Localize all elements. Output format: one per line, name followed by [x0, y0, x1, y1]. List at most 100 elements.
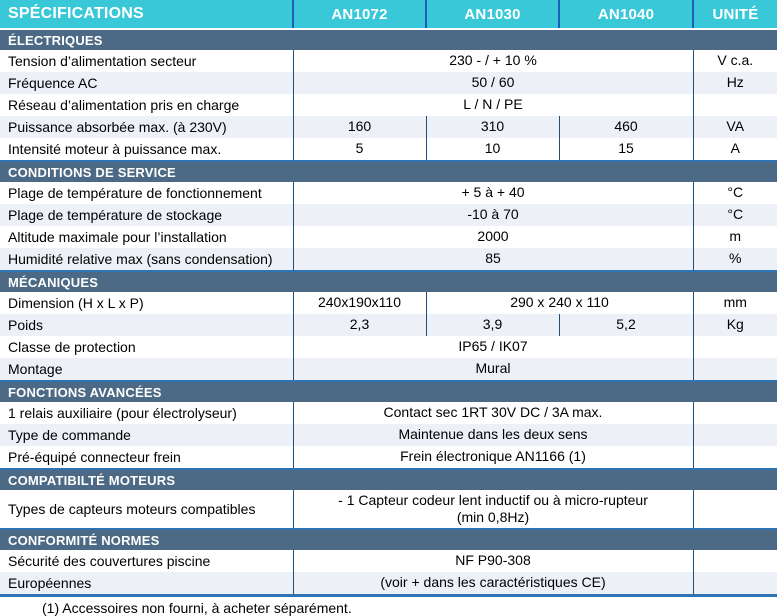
- spec-label: Plage de température de stockage: [0, 204, 293, 226]
- table-row: Pré-équipé connecteur frein Frein électro…: [0, 446, 777, 469]
- value-cell: Contact sec 1RT 30V DC / 3A max.: [292, 402, 693, 424]
- spec-label: Intensité moteur à puissance max.: [0, 138, 293, 161]
- unit-cell: [692, 446, 777, 469]
- value-cell: (voir + dans les caractéristiques CE): [292, 572, 693, 596]
- footnote: (1) Accessoires non fourni, à acheter sé…: [0, 597, 777, 616]
- value-cell: L / N / PE: [292, 94, 693, 116]
- table-row: Européennes (voir + dans les caractéristi…: [0, 572, 777, 596]
- spec-label: Poids: [0, 314, 293, 336]
- value-cell: 5: [292, 138, 426, 161]
- spec-label: Plage de température de fonctionnement: [0, 182, 293, 204]
- value-cell: - 1 Capteur codeur lent inductif ou à mi…: [292, 490, 693, 529]
- value-cell: 160: [292, 116, 426, 138]
- unit-cell: [692, 358, 777, 381]
- spec-label: Tension d’alimentation secteur: [0, 50, 293, 72]
- value-cell: IP65 / IK07: [292, 336, 693, 358]
- unit-cell: VA: [692, 116, 777, 138]
- value-cell: 290 x 240 x 110: [425, 292, 693, 314]
- value-cell: 230 - / + 10 %: [292, 50, 693, 72]
- unit-cell: [692, 336, 777, 358]
- column-header: AN1072: [292, 0, 426, 30]
- table-row: Réseau d’alimentation pris en charge L / …: [0, 94, 777, 116]
- table-row: Humidité relative max (sans condensation…: [0, 248, 777, 271]
- value-cell: -10 à 70: [292, 204, 693, 226]
- table-row: 1 relais auxiliaire (pour électrolyseur)…: [0, 402, 777, 424]
- section-header-row: MÉCANIQUES: [0, 270, 777, 292]
- unit-cell: °C: [692, 182, 777, 204]
- value-cell: 240x190x110: [292, 292, 426, 314]
- unit-cell: V c.a.: [692, 50, 777, 72]
- value-cell: 2000: [292, 226, 693, 248]
- table-row: Altitude maximale pour l’installation 200…: [0, 226, 777, 248]
- section-header-row: CONFORMITÉ NORMES: [0, 528, 777, 550]
- unit-cell: [692, 402, 777, 424]
- table-row: Sécurité des couvertures piscine NF P90-3…: [0, 550, 777, 572]
- spec-label: Dimension (H x L x P): [0, 292, 293, 314]
- unit-cell: Hz: [692, 72, 777, 94]
- table-row: Type de commande Maintenue dans les deux …: [0, 424, 777, 446]
- spec-label: Types de capteurs moteurs compatibles: [0, 490, 293, 529]
- value-cell: 5,2: [558, 314, 693, 336]
- value-cell: Frein électronique AN1166 (1): [292, 446, 693, 469]
- spec-label: Montage: [0, 358, 293, 381]
- spec-label: 1 relais auxiliaire (pour électrolyseur): [0, 402, 293, 424]
- column-header: UNITÉ: [692, 0, 777, 30]
- table-row: Plage de température de stockage -10 à 70…: [0, 204, 777, 226]
- column-header: SPÉCIFICATIONS: [0, 0, 293, 30]
- section-title: CONDITIONS DE SERVICE: [0, 160, 777, 182]
- value-cell: 10: [425, 138, 559, 161]
- section-title: ÉLECTRIQUES: [0, 29, 777, 50]
- unit-cell: A: [692, 138, 777, 161]
- spec-label: Humidité relative max (sans condensation…: [0, 248, 293, 271]
- table-row: Fréquence AC 50 / 60 Hz: [0, 72, 777, 94]
- spec-label: Altitude maximale pour l’installation: [0, 226, 293, 248]
- spec-label: Puissance absorbée max. (à 230V): [0, 116, 293, 138]
- unit-cell: [692, 424, 777, 446]
- value-cell: + 5 à + 40: [292, 182, 693, 204]
- section-title: CONFORMITÉ NORMES: [0, 528, 777, 550]
- spec-label: Réseau d’alimentation pris en charge: [0, 94, 293, 116]
- value-cell: 85: [292, 248, 693, 271]
- unit-cell: m: [692, 226, 777, 248]
- table-row: Types de capteurs moteurs compatibles - 1…: [0, 490, 777, 529]
- table-row: Poids 2,3 3,9 5,2 Kg: [0, 314, 777, 336]
- section-title: MÉCANIQUES: [0, 270, 777, 292]
- table-row: Plage de température de fonctionnement + …: [0, 182, 777, 204]
- unit-cell: Kg: [692, 314, 777, 336]
- spec-label: Pré-équipé connecteur frein: [0, 446, 293, 469]
- value-cell: 50 / 60: [292, 72, 693, 94]
- unit-cell: °C: [692, 204, 777, 226]
- value-cell: Mural: [292, 358, 693, 381]
- section-title: COMPATIBILTÉ MOTEURS: [0, 468, 777, 490]
- value-cell: 460: [558, 116, 693, 138]
- value-cell: 15: [558, 138, 693, 161]
- section-header-row: FONCTIONS AVANCÉES: [0, 380, 777, 402]
- spec-label: Européennes: [0, 572, 293, 596]
- spec-label: Fréquence AC: [0, 72, 293, 94]
- value-cell: Maintenue dans les deux sens: [292, 424, 693, 446]
- unit-cell: [692, 572, 777, 596]
- table-row: Puissance absorbée max. (à 230V) 160 310 46…: [0, 116, 777, 138]
- unit-cell: mm: [692, 292, 777, 314]
- table-row: Intensité moteur à puissance max. 5 10 15 A: [0, 138, 777, 161]
- table-row: Tension d’alimentation secteur 230 - / + …: [0, 50, 777, 72]
- section-header-row: ÉLECTRIQUES: [0, 29, 777, 50]
- table-row: Dimension (H x L x P) 240x190x110 290 x 24…: [0, 292, 777, 314]
- column-header: AN1030: [425, 0, 559, 30]
- section-header-row: CONDITIONS DE SERVICE: [0, 160, 777, 182]
- spec-label: Type de commande: [0, 424, 293, 446]
- column-header: AN1040: [558, 0, 693, 30]
- table-header-row: SPÉCIFICATIONS AN1072 AN1030 AN1040 UNITÉ: [0, 0, 777, 30]
- value-cell: 2,3: [292, 314, 426, 336]
- spec-table: SPÉCIFICATIONS AN1072 AN1030 AN1040 UNITÉ ÉL…: [0, 0, 777, 597]
- unit-cell: %: [692, 248, 777, 271]
- unit-cell: [692, 490, 777, 529]
- table-row: Montage Mural: [0, 358, 777, 381]
- spec-label: Sécurité des couvertures piscine: [0, 550, 293, 572]
- unit-cell: [692, 94, 777, 116]
- value-cell: NF P90-308: [292, 550, 693, 572]
- section-header-row: COMPATIBILTÉ MOTEURS: [0, 468, 777, 490]
- section-title: FONCTIONS AVANCÉES: [0, 380, 777, 402]
- table-row: Classe de protection IP65 / IK07: [0, 336, 777, 358]
